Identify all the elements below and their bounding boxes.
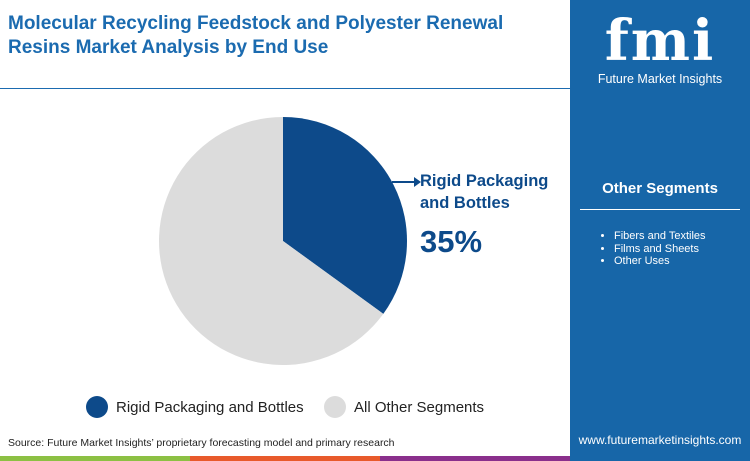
callout-label: Rigid Packaging and Bottles [420, 170, 548, 214]
list-item: Films and Sheets [614, 243, 706, 256]
footer-bar-orange [190, 456, 380, 461]
legend-swatch [324, 396, 346, 418]
callout-value: 35% [420, 224, 483, 259]
legend-item-rigid: Rigid Packaging and Bottles [86, 396, 304, 418]
legend-swatch [86, 396, 108, 418]
side-panel: fmi Future Market Insights Other Segment… [570, 0, 750, 461]
legend-label: Rigid Packaging and Bottles [116, 398, 304, 416]
logo-mark: fmi [604, 8, 716, 74]
source-note: Source: Future Market Insights’ propriet… [8, 437, 395, 449]
website-link[interactable]: www.futuremarketinsights.com [578, 433, 742, 447]
list-item: Fibers and Textiles [614, 230, 706, 243]
legend-label: All Other Segments [354, 398, 485, 416]
title-divider [0, 88, 570, 89]
callout-label-line2: and Bottles [420, 194, 510, 212]
other-segments-heading: Other Segments [602, 180, 718, 197]
pie-slice-1 [158, 117, 384, 365]
pie-chart [158, 117, 421, 365]
legend-item-other: All Other Segments [324, 396, 484, 418]
logo-name: Future Market Insights [597, 72, 723, 86]
footer-bar-purple [380, 456, 570, 461]
side-divider [580, 209, 740, 210]
pie-slice-0 [283, 117, 407, 314]
chart-title: Molecular Recycling Feedstock and Polyes… [8, 13, 504, 58]
other-segments-list: Fibers and Textiles Films and Sheets Oth… [600, 230, 706, 268]
footer-bar-green [0, 456, 190, 461]
fmi-logo: fmi Future Market Insights [570, 12, 750, 86]
list-item: Other Uses [614, 255, 706, 268]
callout-label-line1: Rigid Packaging [420, 172, 549, 190]
callout-arrow-icon [414, 177, 421, 187]
